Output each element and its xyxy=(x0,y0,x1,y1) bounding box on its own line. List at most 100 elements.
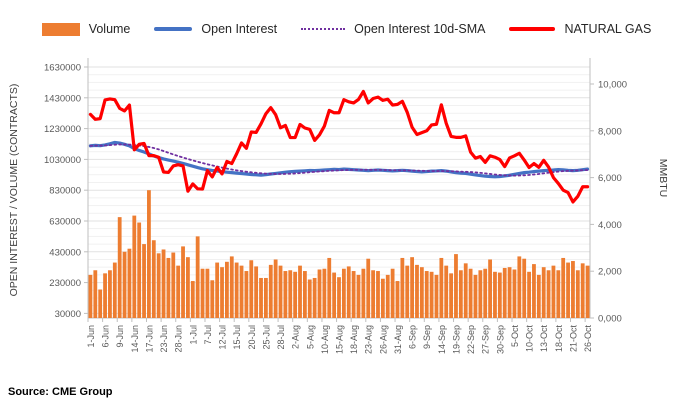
volume-bar xyxy=(415,264,419,318)
right-axis-tick-label: 6,000 xyxy=(598,173,622,184)
x-axis-tick-label: 5-Aug xyxy=(305,325,315,349)
legend-label: Open Interest 10d-SMA xyxy=(354,22,486,36)
volume-bar xyxy=(195,236,200,318)
x-axis-tick-label: 23-Jun xyxy=(159,325,169,353)
volume-bar xyxy=(332,272,337,318)
volume-bar xyxy=(366,258,371,318)
right-axis-tick-label: 8,000 xyxy=(598,126,622,137)
volume-bar xyxy=(390,268,395,318)
volume-bar xyxy=(234,262,239,318)
right-axis-title: MMBTU xyxy=(657,159,669,198)
x-axis-tick-label: 18-Oct xyxy=(554,325,564,353)
legend-item-natural-gas: NATURAL GAS xyxy=(509,22,651,36)
volume-bar xyxy=(546,270,551,318)
volume-bar xyxy=(215,262,220,318)
x-axis-tick-label: 17-Jun xyxy=(144,325,154,353)
natural-gas-line-swatch-icon xyxy=(509,26,556,32)
volume-bar xyxy=(449,273,453,318)
volume-bar xyxy=(142,244,146,318)
left-axis-tick-label: 1230000 xyxy=(44,124,81,135)
legend-label: Volume xyxy=(88,22,131,36)
x-axis-tick-label: 22-Sep xyxy=(466,325,476,354)
x-axis-tick-label: 6-Jun xyxy=(101,325,111,348)
volume-bar xyxy=(337,277,341,318)
volume-bar xyxy=(419,267,424,318)
volume-bar xyxy=(356,274,361,318)
volume-bar xyxy=(112,262,117,318)
volume-bar xyxy=(434,274,439,318)
x-axis-tick-label: 1-Jun xyxy=(86,325,96,348)
volume-bar xyxy=(380,278,385,318)
volume-bar xyxy=(244,271,249,318)
x-axis-tick-label: 5-Oct xyxy=(510,325,520,348)
volume-bar xyxy=(283,271,288,318)
volume-bar xyxy=(88,274,93,318)
volume-bar xyxy=(463,263,468,318)
volume-bar xyxy=(395,281,400,318)
left-axis-tick-label: 230000 xyxy=(49,278,81,289)
right-axis-tick-label: 4,000 xyxy=(598,220,622,231)
volume-bar xyxy=(517,256,522,318)
volume-bar xyxy=(585,265,590,318)
volume-bar xyxy=(205,268,210,318)
volume-bar xyxy=(512,269,517,318)
volume-bar xyxy=(225,261,229,318)
legend-item-volume: Volume xyxy=(41,22,131,36)
left-axis-title: OPEN INTEREST / VOLUME (CONTRACTS) xyxy=(8,84,20,297)
volume-bar xyxy=(220,267,224,318)
volume-bar xyxy=(502,267,507,318)
volume-bar xyxy=(551,265,556,318)
volume-bar xyxy=(200,268,205,318)
x-axis-tick-label: 28-Jun xyxy=(174,325,184,353)
volume-bar xyxy=(93,270,98,318)
volume-bar xyxy=(429,271,434,318)
volume-bar xyxy=(527,271,531,318)
x-axis-tick-label: 26-Oct xyxy=(583,325,593,353)
left-axis-tick-label: 1030000 xyxy=(44,155,81,166)
volume-bar xyxy=(575,270,580,318)
volume-bar xyxy=(190,281,195,318)
x-axis-tick-label: 26-Aug xyxy=(378,325,388,354)
volume-bar xyxy=(98,289,103,318)
x-axis-tick-label: 19-Sep xyxy=(451,325,461,354)
volume-bar xyxy=(161,249,166,318)
volume-bar xyxy=(468,268,473,318)
left-axis-tick-label: 430000 xyxy=(49,247,81,258)
x-axis-tick-label: 27-Sep xyxy=(481,325,491,354)
x-axis-tick-label: 2-Aug xyxy=(291,325,301,349)
volume-bar xyxy=(298,265,302,318)
right-axis-tick-label: 0,000 xyxy=(598,314,622,325)
volume-bar xyxy=(497,272,502,318)
volume-bar xyxy=(132,215,137,318)
volume-bar xyxy=(361,268,366,318)
volume-bar xyxy=(210,280,215,318)
x-axis-tick-label: 30-Sep xyxy=(495,325,505,354)
sma-dotted-line-swatch-icon xyxy=(301,28,346,30)
x-axis-tick-label: 13-Oct xyxy=(539,325,549,353)
x-axis-tick-label: 9-Jun xyxy=(115,325,125,348)
volume-bar xyxy=(458,270,463,318)
volume-bar xyxy=(522,258,527,318)
x-axis-tick-label: 28-Jul xyxy=(276,325,286,350)
volume-bar xyxy=(444,265,449,318)
volume-bar xyxy=(108,270,112,318)
volume-bar xyxy=(288,270,293,318)
volume-bar xyxy=(312,277,317,318)
x-axis-tick-label: 15-Aug xyxy=(335,325,345,354)
volume-bar xyxy=(566,262,570,318)
volume-bar xyxy=(127,248,132,318)
volume-bar xyxy=(541,267,546,318)
volume-bar xyxy=(536,274,541,318)
left-axis-tick-label: 630000 xyxy=(49,216,81,227)
x-axis-tick-label: 12-Jul xyxy=(218,325,228,350)
volume-bar xyxy=(424,271,429,318)
volume-bar xyxy=(571,261,575,318)
volume-bar xyxy=(322,268,327,318)
volume-bar xyxy=(268,264,273,318)
volume-bar xyxy=(103,273,107,318)
volume-bar xyxy=(317,269,322,318)
left-axis-tick-label: 830000 xyxy=(49,186,81,197)
x-axis-tick-label: 25-Jul xyxy=(261,325,271,350)
